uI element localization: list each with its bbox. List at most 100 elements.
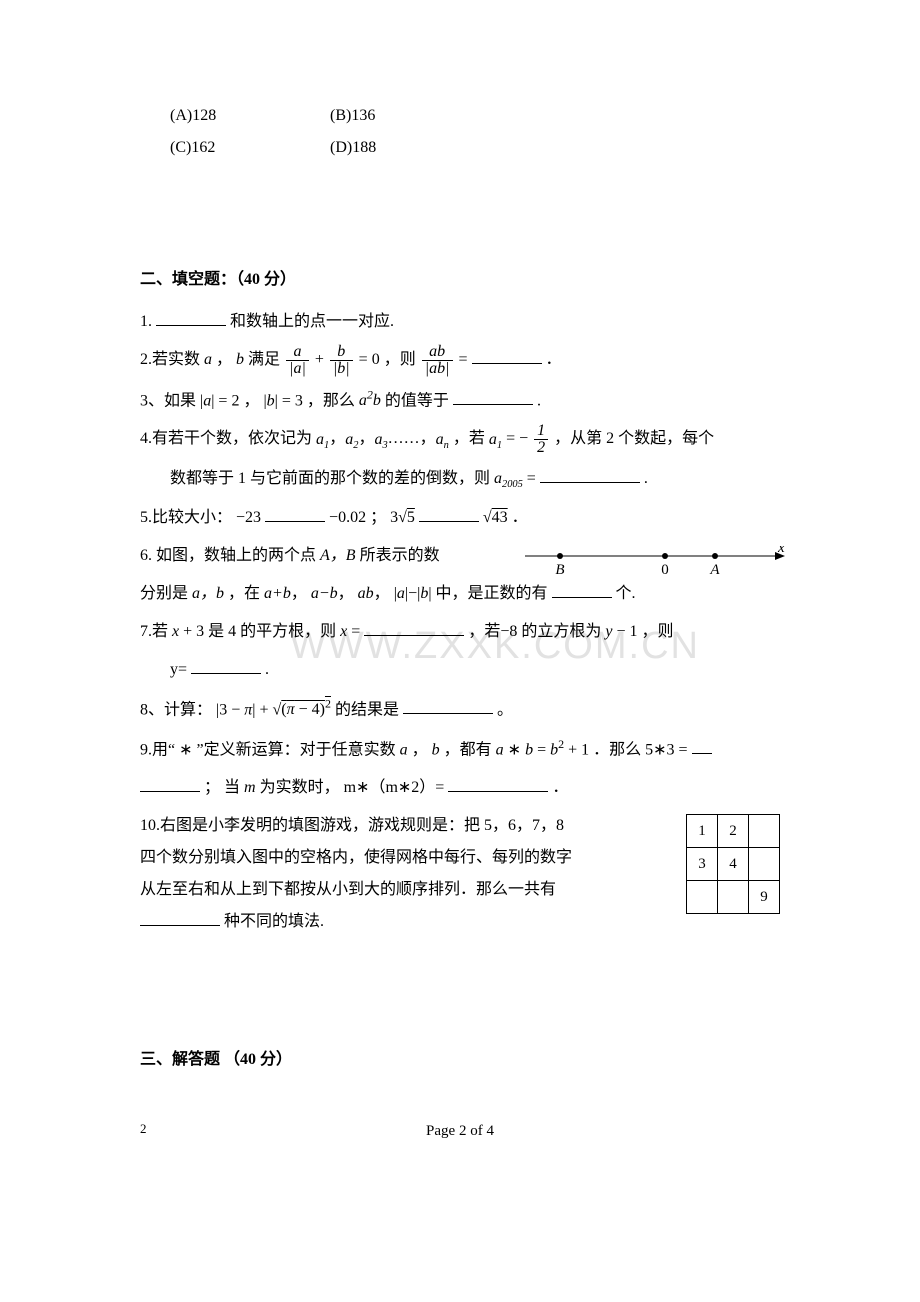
number-line: B 0 A x [520,546,790,594]
q9-ex1: 5∗3 [645,741,674,758]
q3-end: . [537,392,541,409]
q5-v2: −0.02 [329,509,366,526]
q10: 1 2 3 4 9 10.右图是小李发明的填图游戏，游戏规则是：把 5，6，7，… [140,810,780,938]
q7-m2: ，若−8 的立方根为 [468,623,601,640]
q7-blank2 [191,673,261,674]
q4-eqneg: = − [506,431,528,448]
q2-mid: 满足 [248,351,280,368]
q4-frac: 1 2 [534,423,548,456]
q9-m: m [244,779,256,796]
q9-p1: ”定义新运算：对于任意实数 [197,741,396,758]
q3: 3、如果 |a| = 2 ， |b| = 3 ，那么 a2b 的值等于 . [140,383,780,417]
grid-cell: 2 [718,815,749,848]
page-footer: 2 Page 2 of 4 [140,1116,780,1146]
q6-mid: ，在 [228,585,260,602]
q4-eq2: = [527,470,536,487]
q2-blank [472,363,542,364]
q8-mid: 的结果是 [335,701,399,718]
q2-frac3: ab|ab| [422,344,453,377]
q3-blank [453,404,533,405]
q6-l1: 6. 如图，数轴上的两个点 [140,547,316,564]
q5-v1: −23 [236,509,261,526]
q10-l2: 四个数分别填入图中的空格内，使得网格中每行、每列的数字 [140,842,780,874]
q5-pre: 5.比较大小： [140,509,232,526]
q3-post: 的值等于 [385,392,449,409]
q8-blank [403,713,493,714]
q7-m1: 是 4 的平方根，则 [208,623,336,640]
q9-m1: ，都有 [444,741,492,758]
svg-text:x: x [777,546,785,556]
q1-post: 和数轴上的点一一对应. [230,313,394,330]
q5: 5.比较大小： −23 −0.02 ； 3√5 √43 ． [140,502,780,534]
q6-line1: 6. 如图，数轴上的两个点 A，B 所表示的数 B 0 A x [140,540,780,572]
grid-cell [687,881,718,914]
svg-text:B: B [555,562,564,578]
q9-blank1b [140,791,200,792]
q2-frac2: b|b| [330,344,353,377]
q5-blank1 [265,521,325,522]
q9-eq: = [679,741,692,758]
q4-l1a: 4.有若干个数，依次记为 [140,431,312,448]
q1: 1. 和数轴上的点一一对应. [140,306,780,338]
q8-end: 。 [497,701,513,718]
q4-seq: a1 [316,431,329,448]
q2-then: ，则 [384,351,416,368]
q2-c1: ， [216,351,232,368]
q4-line2: 数都等于 1 与它前面的那个数的差的倒数，则 a2005 = . [170,463,780,496]
grid-cell: 1 [687,815,718,848]
section-2-header: 二、填空题：（40 分） [140,264,780,296]
svg-text:A: A [709,562,720,578]
q7-l2: y= [170,661,187,678]
q9-a: a [400,741,408,758]
grid-cell [718,881,749,914]
q3-expr: a2b [359,392,381,409]
q5-end: ． [512,509,528,526]
q2-eq0: = 0 [359,351,380,368]
q10-l4a: 种不同的填法. [224,913,324,930]
q10-blank [140,925,220,926]
q2-frac1: a|a| [286,344,309,377]
section-3-header: 三、解答题 （40 分） [140,1044,780,1076]
q6-exprs: a+b [264,585,291,602]
q9-c: ， [412,741,428,758]
q10-l1: 10.右图是小李发明的填图游戏，游戏规则是：把 5，6，7，8 [140,810,780,842]
q9-pre: 9.用“ [140,741,175,758]
grid-cell [749,815,780,848]
q7-end: . [265,661,269,678]
q9-b: b [432,741,440,758]
grid-cell [749,848,780,881]
q2-a: a [204,351,212,368]
option-b: (B)136 [330,100,375,132]
q5-v4: √43 [483,509,508,526]
grid-cell: 3 [687,848,718,881]
q9-star: ∗ [179,741,192,758]
q9-blank1a [692,753,712,754]
q10-l3: 从左至右和从上到下都按从小到大的顺序排列．那么一共有 [140,874,780,906]
q3-absa: |a| = 2 [200,392,239,409]
option-row-1: (A)128 (B)136 [170,100,780,132]
q3-m2: ，那么 [307,392,355,409]
q3-pre: 3、如果 [140,392,196,409]
q7-line2: y= . [170,654,780,686]
q1-blank [156,325,226,326]
svg-text:0: 0 [661,562,669,578]
q8-pre: 8、计算： [140,701,212,718]
q9-def: a [496,741,504,758]
q7-line1: 7.若 x + 3 是 4 的平方根，则 x = ，若−8 的立方根为 y − … [140,616,780,648]
q5-v3: 3√5 [390,509,415,526]
q8: 8、计算： |3 − π| + √(π − 4)2 的结果是 。 [140,692,780,726]
q6-ab: a，b [192,585,224,602]
q9-end: ． [552,779,568,796]
option-a: (A)128 [170,100,330,132]
q4-a2005: a2005 [494,470,523,487]
q6-l2a: 分别是 [140,585,188,602]
footer-center: Page 2 of 4 [426,1123,494,1139]
q2-b: b [236,351,244,368]
option-c: (C)162 [170,132,330,164]
q3-m1: ， [243,392,259,409]
q5-sep: ； [370,509,386,526]
q9-blank2 [448,791,548,792]
grid-cell: 9 [749,881,780,914]
q7-pre: 7.若 [140,623,168,640]
q7-blank1 [364,635,464,636]
